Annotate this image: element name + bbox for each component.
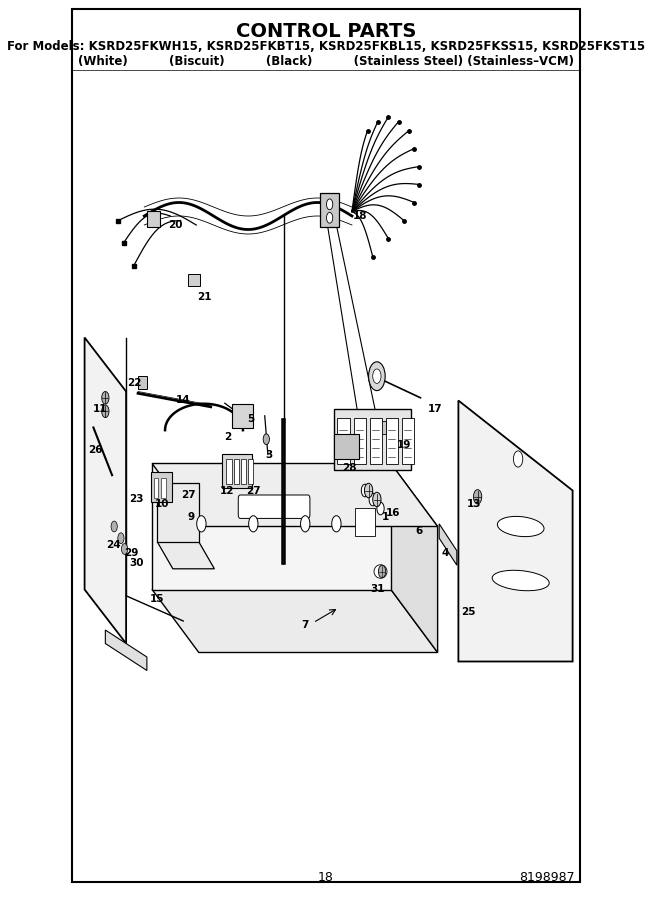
- Text: 18: 18: [318, 871, 334, 884]
- Text: 18: 18: [353, 211, 367, 221]
- Text: 14: 14: [176, 395, 190, 406]
- Circle shape: [332, 516, 341, 532]
- Text: 19: 19: [396, 440, 411, 451]
- FancyBboxPatch shape: [151, 472, 172, 502]
- Circle shape: [102, 392, 109, 404]
- Text: 24: 24: [106, 539, 121, 550]
- Circle shape: [369, 493, 376, 506]
- FancyBboxPatch shape: [161, 478, 166, 498]
- Polygon shape: [152, 590, 437, 652]
- Polygon shape: [106, 630, 147, 670]
- FancyBboxPatch shape: [233, 459, 239, 484]
- FancyBboxPatch shape: [355, 508, 376, 536]
- Text: 15: 15: [150, 593, 164, 604]
- FancyBboxPatch shape: [188, 274, 200, 286]
- Text: CONTROL PARTS: CONTROL PARTS: [236, 22, 416, 41]
- Circle shape: [373, 492, 381, 507]
- Text: 7: 7: [301, 620, 309, 631]
- Circle shape: [473, 490, 482, 504]
- Polygon shape: [458, 400, 572, 662]
- Text: 11: 11: [93, 404, 108, 415]
- FancyBboxPatch shape: [241, 459, 246, 484]
- Text: 13: 13: [467, 499, 481, 509]
- FancyBboxPatch shape: [370, 418, 382, 464]
- Polygon shape: [391, 464, 437, 652]
- FancyBboxPatch shape: [231, 404, 254, 428]
- Circle shape: [361, 484, 368, 497]
- Circle shape: [102, 405, 109, 418]
- FancyBboxPatch shape: [226, 459, 231, 484]
- Circle shape: [111, 521, 117, 532]
- Polygon shape: [152, 464, 391, 590]
- Ellipse shape: [374, 565, 387, 579]
- Circle shape: [378, 565, 386, 578]
- Text: 27: 27: [246, 485, 261, 496]
- FancyBboxPatch shape: [402, 418, 414, 464]
- FancyBboxPatch shape: [238, 495, 310, 518]
- Text: 26: 26: [88, 445, 102, 455]
- Circle shape: [377, 502, 384, 515]
- Text: 6: 6: [416, 526, 423, 536]
- Circle shape: [197, 516, 206, 532]
- Text: 9: 9: [188, 512, 194, 523]
- Circle shape: [263, 434, 269, 445]
- Text: 23: 23: [129, 494, 143, 505]
- FancyBboxPatch shape: [373, 421, 386, 434]
- Text: 31: 31: [371, 584, 385, 595]
- Text: 25: 25: [462, 607, 476, 617]
- Text: 20: 20: [168, 220, 183, 230]
- Polygon shape: [152, 464, 437, 526]
- Text: 30: 30: [129, 557, 143, 568]
- Text: 1: 1: [382, 512, 389, 523]
- Circle shape: [121, 544, 128, 554]
- Circle shape: [327, 199, 333, 210]
- Ellipse shape: [497, 517, 544, 536]
- FancyBboxPatch shape: [154, 478, 158, 498]
- FancyBboxPatch shape: [147, 211, 160, 227]
- FancyBboxPatch shape: [319, 193, 340, 227]
- Text: 5: 5: [247, 413, 254, 424]
- Text: 8198987: 8198987: [520, 871, 575, 884]
- Polygon shape: [439, 524, 457, 565]
- Circle shape: [327, 212, 333, 223]
- FancyBboxPatch shape: [338, 418, 350, 464]
- Circle shape: [513, 451, 523, 467]
- Circle shape: [364, 483, 373, 498]
- FancyBboxPatch shape: [157, 483, 199, 542]
- Polygon shape: [85, 338, 126, 644]
- FancyBboxPatch shape: [386, 418, 398, 464]
- Text: 12: 12: [220, 485, 235, 496]
- Circle shape: [373, 369, 381, 383]
- FancyBboxPatch shape: [334, 409, 411, 470]
- Text: 28: 28: [342, 463, 357, 473]
- Text: 10: 10: [155, 499, 170, 509]
- Ellipse shape: [492, 571, 549, 590]
- Text: For Models: KSRD25FKWH15, KSRD25FKBT15, KSRD25FKBL15, KSRD25FKSS15, KSRD25FKST15: For Models: KSRD25FKWH15, KSRD25FKBT15, …: [7, 40, 645, 53]
- Polygon shape: [157, 542, 215, 569]
- FancyBboxPatch shape: [334, 434, 359, 459]
- Text: 2: 2: [224, 431, 231, 442]
- Text: 22: 22: [126, 377, 141, 388]
- Text: 3: 3: [265, 449, 273, 460]
- Text: 4: 4: [441, 548, 449, 559]
- FancyBboxPatch shape: [222, 454, 252, 488]
- Circle shape: [248, 516, 258, 532]
- Text: 16: 16: [386, 508, 401, 518]
- FancyBboxPatch shape: [138, 376, 147, 389]
- Circle shape: [118, 533, 124, 544]
- Text: 21: 21: [197, 292, 211, 302]
- Text: 17: 17: [428, 404, 442, 415]
- FancyBboxPatch shape: [353, 418, 366, 464]
- Circle shape: [301, 516, 310, 532]
- Text: 27: 27: [181, 490, 196, 500]
- Text: (White)          (Biscuit)          (Black)          (Stainless Steel) (Stainles: (White) (Biscuit) (Black) (Stainless Ste…: [78, 55, 574, 68]
- FancyBboxPatch shape: [248, 459, 254, 484]
- Text: 29: 29: [124, 548, 138, 559]
- Circle shape: [368, 362, 385, 391]
